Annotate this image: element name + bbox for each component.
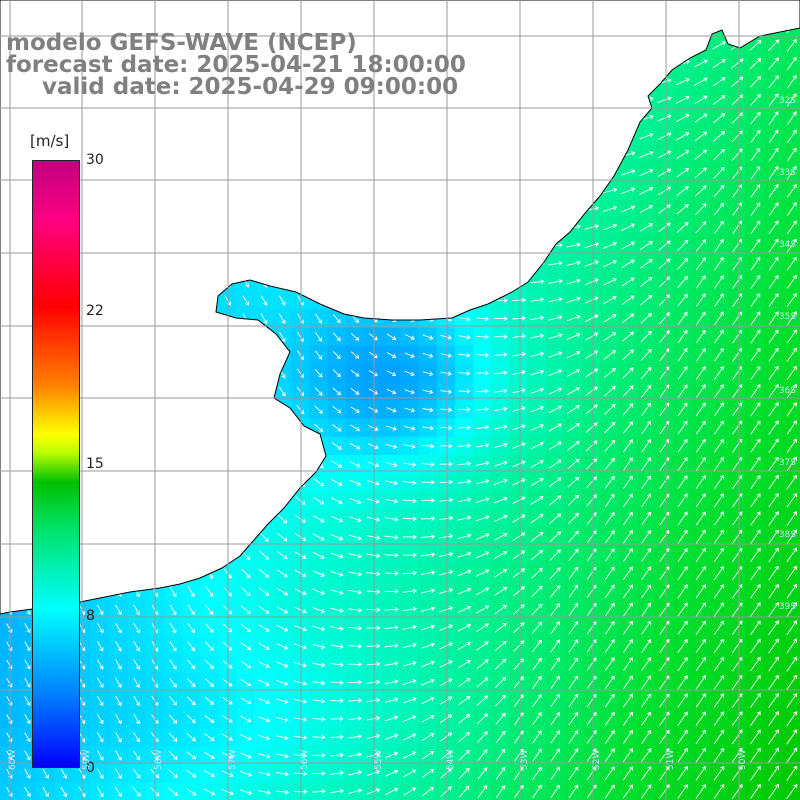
wind-cell (782, 782, 800, 800)
lon-label: 55W (374, 749, 384, 770)
lat-label: 34S (778, 240, 796, 250)
lon-label: 50W (738, 749, 748, 770)
wind-cell (0, 782, 19, 800)
wind-cell (182, 782, 201, 800)
wind-cell (91, 782, 110, 800)
lon-label: 54W (446, 749, 456, 770)
lat-label: 37S (778, 458, 796, 468)
lat-label: 38S (778, 530, 796, 540)
colorbar-tick: 22 (86, 303, 104, 319)
lon-label: 56W (300, 749, 310, 770)
wind-cell (54, 782, 74, 800)
valid-date: valid date: 2025-04-29 09:00:00 (42, 74, 459, 100)
lon-label: 51W (666, 749, 676, 770)
wind-arrow (712, 59, 726, 69)
wind-arrow (786, 38, 797, 52)
lat-label: 36S (778, 386, 796, 396)
colorbar-tick: 30 (86, 152, 104, 168)
lon-label: 52W (592, 749, 602, 770)
wind-arrow (693, 59, 708, 68)
wind-arrow (731, 58, 744, 69)
wind-cell (109, 782, 128, 800)
lon-label: 59W (82, 749, 92, 770)
wind-arrow (712, 41, 726, 50)
wind-cell (236, 782, 256, 800)
wind-cell (254, 782, 274, 800)
legend-unit: [m/s] (30, 132, 70, 150)
colorbar (32, 160, 80, 768)
lat-label: 35S (778, 312, 796, 322)
lon-label: 53W (520, 749, 530, 770)
wind-cell (36, 782, 56, 800)
wind-cell (200, 782, 219, 800)
wind-arrow (749, 40, 762, 51)
wind-cell (18, 782, 37, 800)
lon-label: 58W (154, 749, 164, 770)
wind-arrow (767, 39, 780, 52)
lat-label: 39S (778, 602, 796, 612)
wind-cell (127, 782, 147, 800)
wind-arrow (768, 57, 780, 70)
colorbar-tick: 15 (86, 456, 104, 472)
wind-arrow (749, 57, 762, 70)
lon-label: 60W (8, 749, 18, 770)
lat-label: 32S (778, 96, 796, 106)
colorbar-tick: 8 (86, 608, 95, 624)
lat-label: 33S (778, 168, 796, 178)
wind-arrow (786, 56, 797, 71)
wind-cell (163, 782, 183, 800)
lon-label: 57W (228, 749, 238, 770)
